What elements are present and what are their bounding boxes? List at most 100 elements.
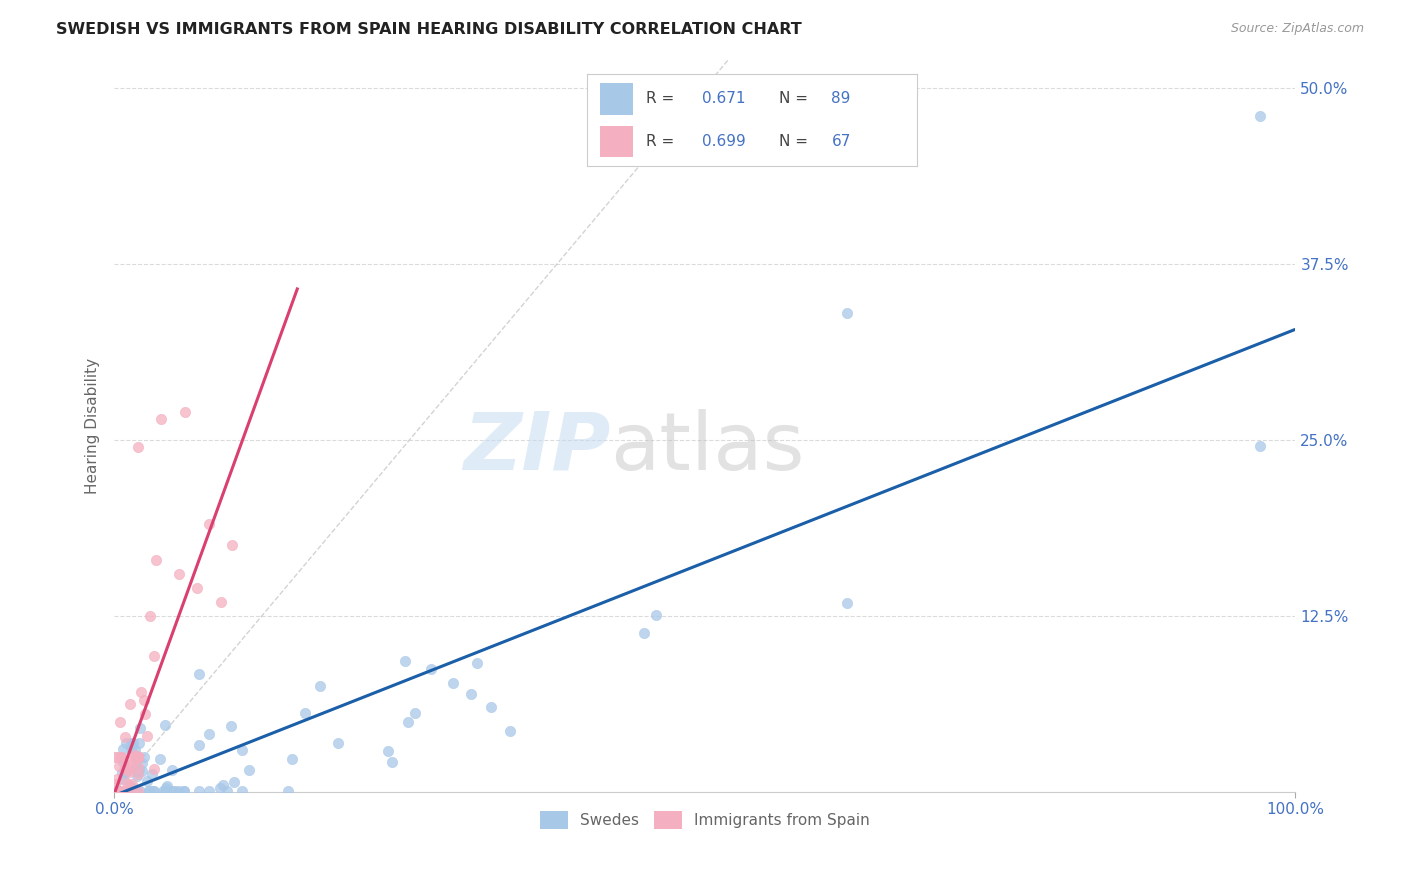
Point bbox=[127, 749, 149, 764]
Point bbox=[381, 755, 404, 769]
Point bbox=[112, 772, 135, 786]
Point bbox=[127, 749, 149, 764]
Point bbox=[111, 755, 134, 769]
Point bbox=[231, 743, 253, 757]
Point bbox=[134, 693, 156, 707]
Point bbox=[219, 719, 242, 733]
Point bbox=[104, 777, 127, 791]
Point bbox=[231, 783, 253, 797]
Point bbox=[198, 783, 221, 797]
Point bbox=[404, 706, 426, 720]
Point bbox=[152, 783, 174, 797]
Point bbox=[127, 749, 149, 764]
Point bbox=[419, 662, 441, 676]
Point bbox=[108, 783, 131, 797]
Point bbox=[209, 595, 232, 609]
Point bbox=[499, 723, 522, 738]
Point bbox=[138, 783, 160, 797]
Point bbox=[112, 742, 135, 756]
Point bbox=[143, 783, 166, 797]
Point bbox=[209, 780, 232, 795]
Point bbox=[238, 763, 260, 777]
Point bbox=[465, 657, 488, 671]
Y-axis label: Hearing Disability: Hearing Disability bbox=[86, 358, 100, 494]
Point bbox=[394, 654, 416, 668]
Point bbox=[125, 769, 148, 783]
Point bbox=[138, 608, 160, 623]
Point bbox=[110, 749, 132, 764]
Point bbox=[835, 306, 858, 320]
Point bbox=[124, 762, 146, 776]
Point bbox=[127, 749, 149, 764]
Point bbox=[120, 741, 142, 756]
Point bbox=[186, 581, 208, 595]
Point bbox=[121, 756, 143, 771]
Point bbox=[127, 766, 149, 780]
Point bbox=[224, 775, 246, 789]
Point bbox=[112, 783, 135, 797]
Point bbox=[127, 749, 149, 764]
Point bbox=[124, 749, 146, 764]
Point bbox=[163, 783, 186, 797]
Point bbox=[115, 736, 138, 750]
Point bbox=[120, 783, 142, 797]
Point bbox=[127, 749, 149, 764]
Point bbox=[127, 749, 149, 764]
Text: atlas: atlas bbox=[610, 409, 804, 487]
Point bbox=[127, 749, 149, 764]
Point bbox=[105, 772, 128, 787]
Point bbox=[396, 714, 419, 729]
Point bbox=[131, 685, 153, 699]
Point bbox=[134, 706, 156, 721]
Point bbox=[153, 718, 176, 732]
Point bbox=[173, 783, 195, 797]
Point bbox=[105, 783, 128, 797]
Point bbox=[156, 779, 179, 793]
Point bbox=[117, 763, 139, 777]
Point bbox=[127, 749, 149, 764]
Text: SWEDISH VS IMMIGRANTS FROM SPAIN HEARING DISABILITY CORRELATION CHART: SWEDISH VS IMMIGRANTS FROM SPAIN HEARING… bbox=[56, 22, 801, 37]
Point bbox=[211, 778, 233, 792]
Point bbox=[633, 625, 655, 640]
Point bbox=[105, 783, 128, 797]
Point bbox=[153, 783, 176, 797]
Point bbox=[127, 749, 149, 764]
Point bbox=[117, 783, 139, 797]
Point bbox=[188, 667, 211, 681]
Point bbox=[150, 411, 173, 425]
Point bbox=[124, 743, 146, 757]
Point bbox=[142, 783, 165, 797]
Point bbox=[117, 765, 139, 780]
Point bbox=[134, 750, 156, 764]
Point bbox=[173, 783, 195, 797]
Point bbox=[128, 763, 150, 777]
Point bbox=[136, 729, 159, 743]
Point bbox=[281, 752, 304, 766]
Point bbox=[326, 736, 349, 750]
Point bbox=[114, 761, 136, 775]
Point bbox=[127, 440, 149, 454]
Point bbox=[131, 764, 153, 779]
Point bbox=[441, 676, 464, 690]
Point bbox=[377, 744, 399, 758]
Point bbox=[127, 749, 149, 764]
Point bbox=[1249, 439, 1271, 453]
Point bbox=[128, 736, 150, 750]
Point bbox=[188, 783, 211, 797]
Point bbox=[122, 736, 145, 750]
Point bbox=[120, 736, 142, 750]
Point bbox=[127, 783, 149, 797]
Point bbox=[294, 706, 316, 720]
Point bbox=[114, 783, 136, 797]
Point bbox=[135, 774, 157, 789]
Point bbox=[118, 697, 141, 711]
Point bbox=[127, 749, 149, 764]
Point bbox=[127, 760, 149, 774]
Point bbox=[174, 405, 197, 419]
Point bbox=[104, 783, 127, 797]
Point bbox=[127, 749, 149, 764]
Point bbox=[121, 777, 143, 791]
Point bbox=[835, 596, 858, 610]
Point bbox=[141, 767, 163, 781]
Point bbox=[104, 783, 127, 797]
